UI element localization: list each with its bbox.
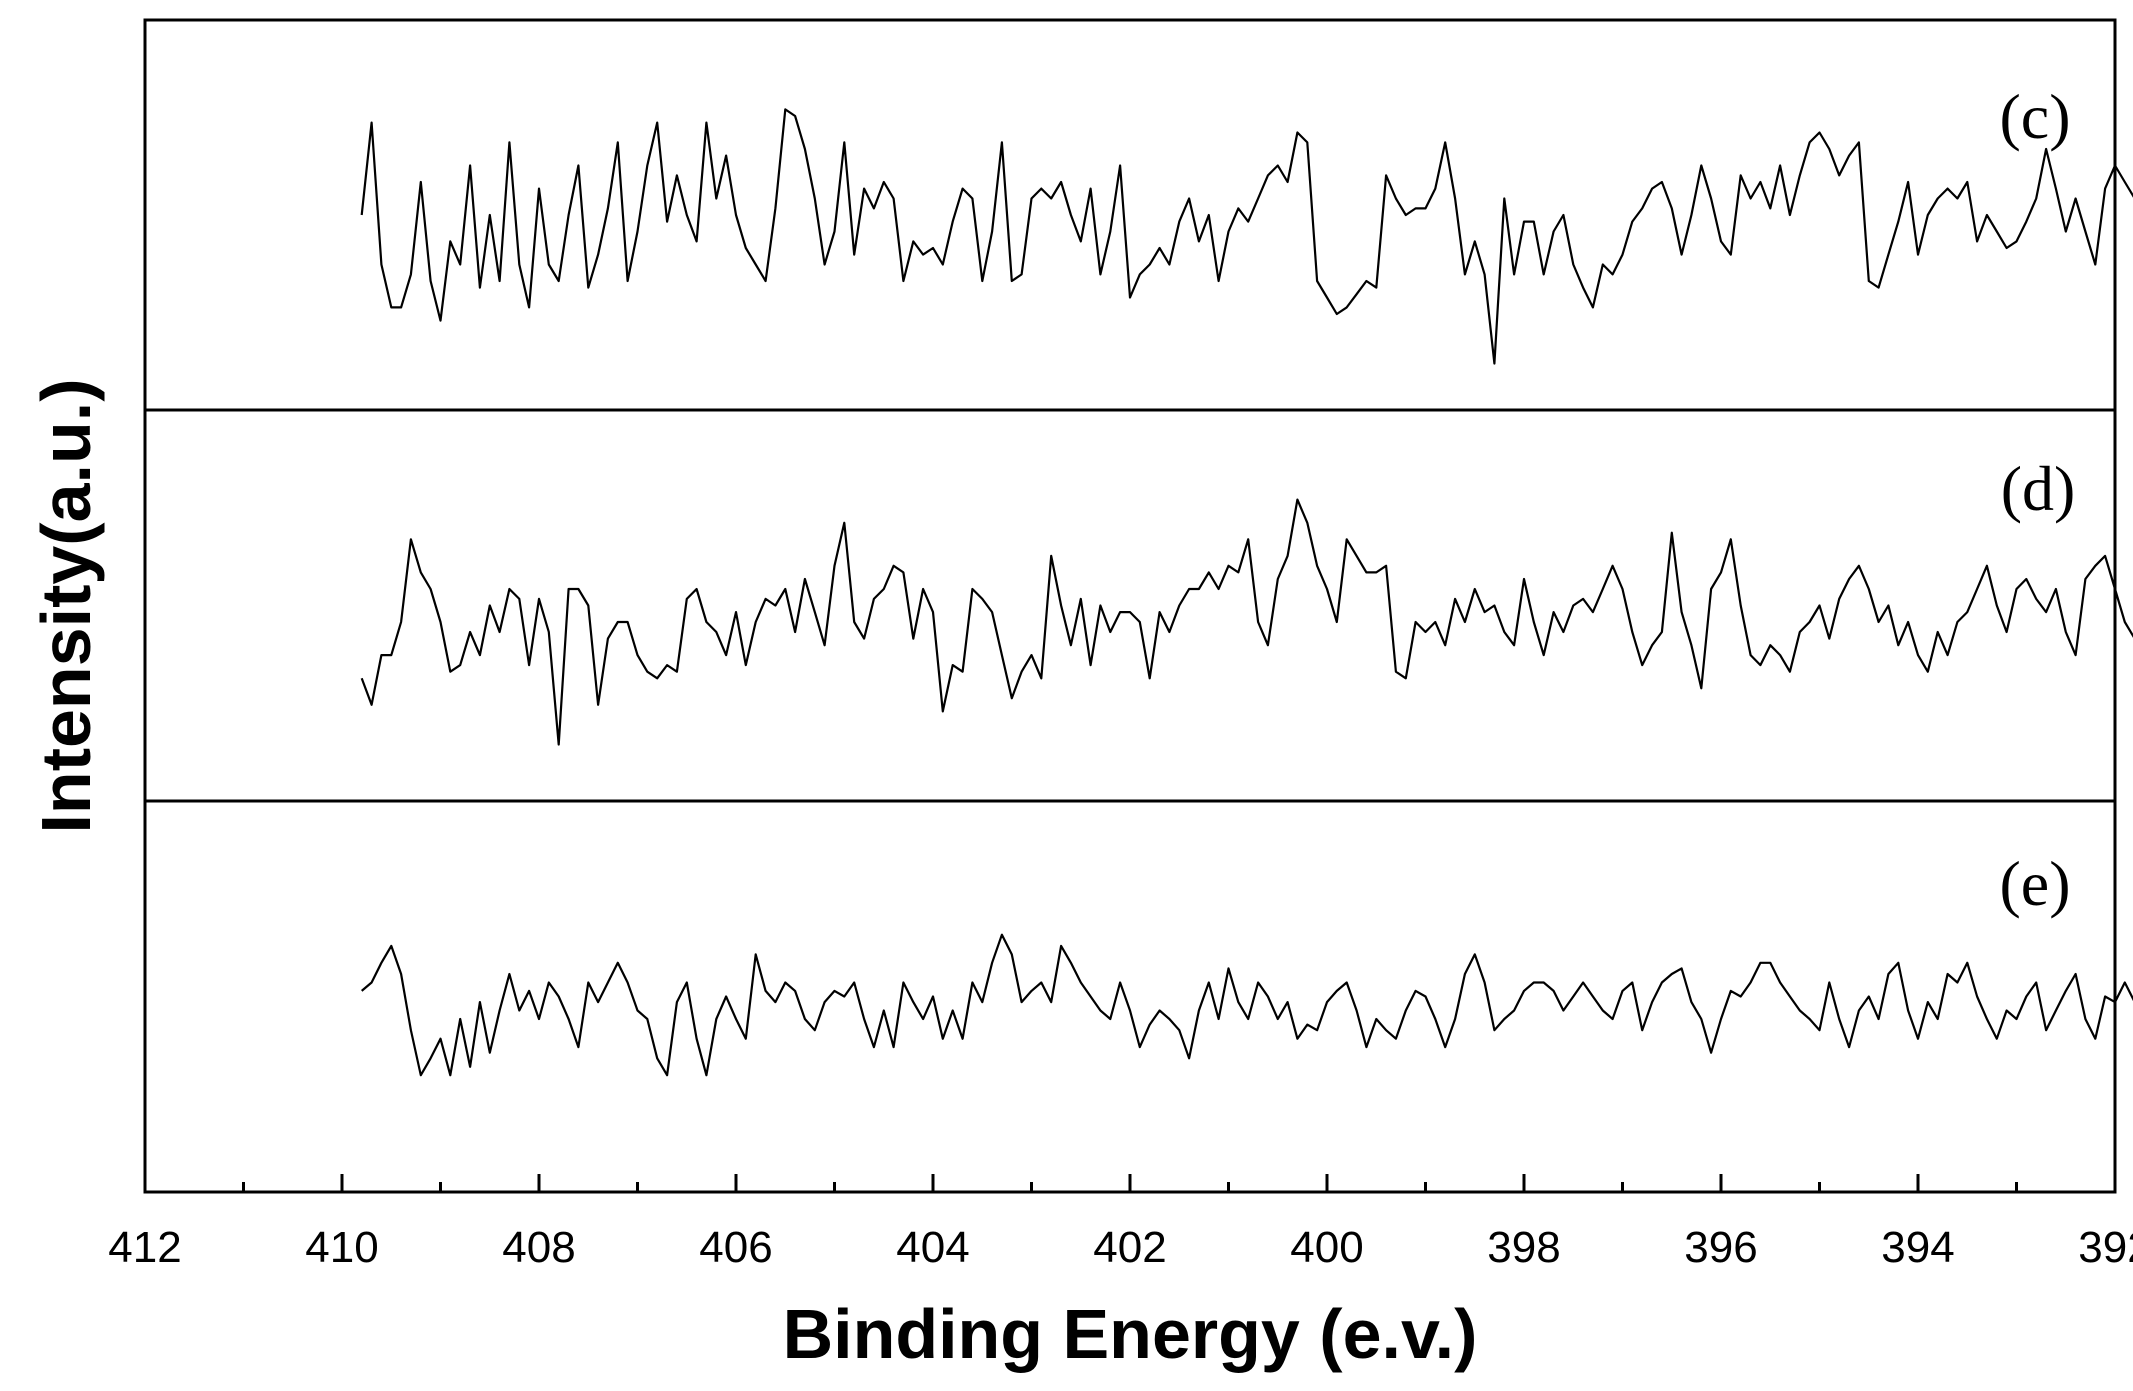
x-tick-label-6: 400 — [1290, 1223, 1363, 1272]
x-tick-label-9: 394 — [1881, 1223, 1954, 1272]
x-tick-label-2: 408 — [502, 1223, 575, 1272]
spectrum-trace-2 — [360, 933, 2133, 1077]
x-tick-label-0: 412 — [108, 1223, 181, 1272]
x-axis-ticks — [143, 1174, 2117, 1192]
x-tick-label-5: 402 — [1093, 1223, 1166, 1272]
panel-label-2: (e) — [1999, 848, 2070, 919]
panel-label-0: (c) — [1999, 81, 2070, 152]
x-tick-label-8: 396 — [1684, 1223, 1757, 1272]
x-axis-title: Binding Energy (e.v.) — [783, 1295, 1478, 1373]
x-tick-label-7: 398 — [1487, 1223, 1560, 1272]
x-tick-label-10: 392 — [2078, 1223, 2133, 1272]
spectra-traces — [360, 108, 2133, 1077]
x-tick-label-4: 404 — [896, 1223, 969, 1272]
y-axis-title: Intensity(a.u.) — [27, 378, 105, 833]
panel-labels: (c) (d) (e) — [1999, 81, 2075, 919]
spectrum-trace-1 — [360, 498, 2133, 746]
x-tick-label-1: 410 — [305, 1223, 378, 1272]
panel-label-1: (d) — [2001, 453, 2076, 524]
x-tick-label-3: 406 — [699, 1223, 772, 1272]
x-axis-tick-labels: 412 410 408 406 404 402 400 398 396 394 392 — [108, 1223, 2133, 1272]
spectrum-trace-0 — [360, 108, 2133, 365]
